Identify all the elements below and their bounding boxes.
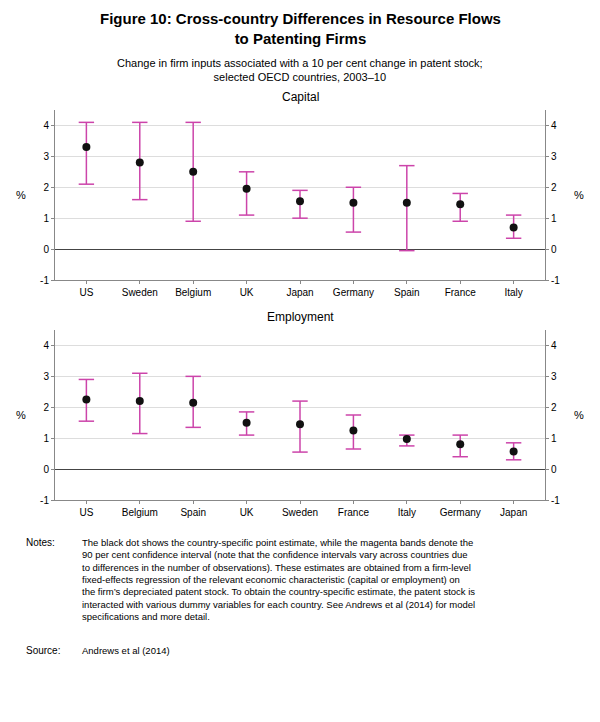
svg-text:Italy: Italy — [398, 507, 416, 518]
svg-text:4: 4 — [551, 340, 557, 351]
svg-text:%: % — [16, 189, 26, 201]
svg-text:Change in firm inputs associat: Change in firm inputs associated with a … — [117, 57, 483, 83]
svg-text:-1: -1 — [551, 495, 560, 506]
svg-text:-1: -1 — [40, 275, 49, 286]
svg-text:1: 1 — [551, 433, 557, 444]
svg-text:2: 2 — [551, 402, 557, 413]
svg-text:Spain: Spain — [394, 287, 420, 298]
svg-text:Italy: Italy — [504, 287, 522, 298]
svg-text:UK: UK — [240, 287, 254, 298]
svg-text:Capital: Capital — [282, 90, 319, 104]
svg-text:Japan: Japan — [286, 287, 313, 298]
svg-text:Sweden: Sweden — [282, 507, 318, 518]
svg-text:4: 4 — [43, 120, 49, 131]
svg-text:3: 3 — [551, 151, 557, 162]
svg-text:3: 3 — [551, 371, 557, 382]
svg-text:The black dot shows the countr: The black dot shows the country-specific… — [82, 537, 475, 622]
svg-text:3: 3 — [43, 371, 49, 382]
svg-text:%: % — [16, 409, 26, 421]
svg-text:Source:: Source: — [26, 645, 60, 656]
svg-text:Belgium: Belgium — [175, 287, 211, 298]
svg-text:1: 1 — [43, 213, 49, 224]
svg-text:4: 4 — [551, 120, 557, 131]
svg-text:France: France — [338, 507, 370, 518]
svg-text:France: France — [445, 287, 477, 298]
svg-text:Germany: Germany — [440, 507, 481, 518]
svg-text:Sweden: Sweden — [122, 287, 158, 298]
svg-text:Figure 10: Cross-country Diffe: Figure 10: Cross-country Differences in … — [100, 10, 501, 47]
svg-text:US: US — [79, 507, 93, 518]
svg-text:2: 2 — [43, 182, 49, 193]
svg-text:US: US — [79, 287, 93, 298]
svg-text:0: 0 — [43, 464, 49, 475]
svg-text:2: 2 — [551, 182, 557, 193]
svg-text:%: % — [574, 409, 584, 421]
svg-text:-1: -1 — [551, 275, 560, 286]
svg-text:1: 1 — [551, 213, 557, 224]
svg-text:%: % — [574, 189, 584, 201]
svg-text:Employment: Employment — [267, 310, 334, 324]
svg-text:3: 3 — [43, 151, 49, 162]
svg-text:0: 0 — [43, 244, 49, 255]
svg-text:Notes:: Notes: — [26, 537, 55, 548]
svg-text:0: 0 — [551, 244, 557, 255]
svg-text:UK: UK — [240, 507, 254, 518]
svg-text:2: 2 — [43, 402, 49, 413]
svg-text:0: 0 — [551, 464, 557, 475]
svg-text:1: 1 — [43, 433, 49, 444]
svg-text:Andrews et al (2014): Andrews et al (2014) — [82, 645, 170, 656]
svg-text:4: 4 — [43, 340, 49, 351]
svg-text:-1: -1 — [40, 495, 49, 506]
svg-text:Belgium: Belgium — [122, 507, 158, 518]
svg-text:Germany: Germany — [333, 287, 374, 298]
svg-text:Japan: Japan — [500, 507, 527, 518]
svg-text:Spain: Spain — [180, 507, 206, 518]
